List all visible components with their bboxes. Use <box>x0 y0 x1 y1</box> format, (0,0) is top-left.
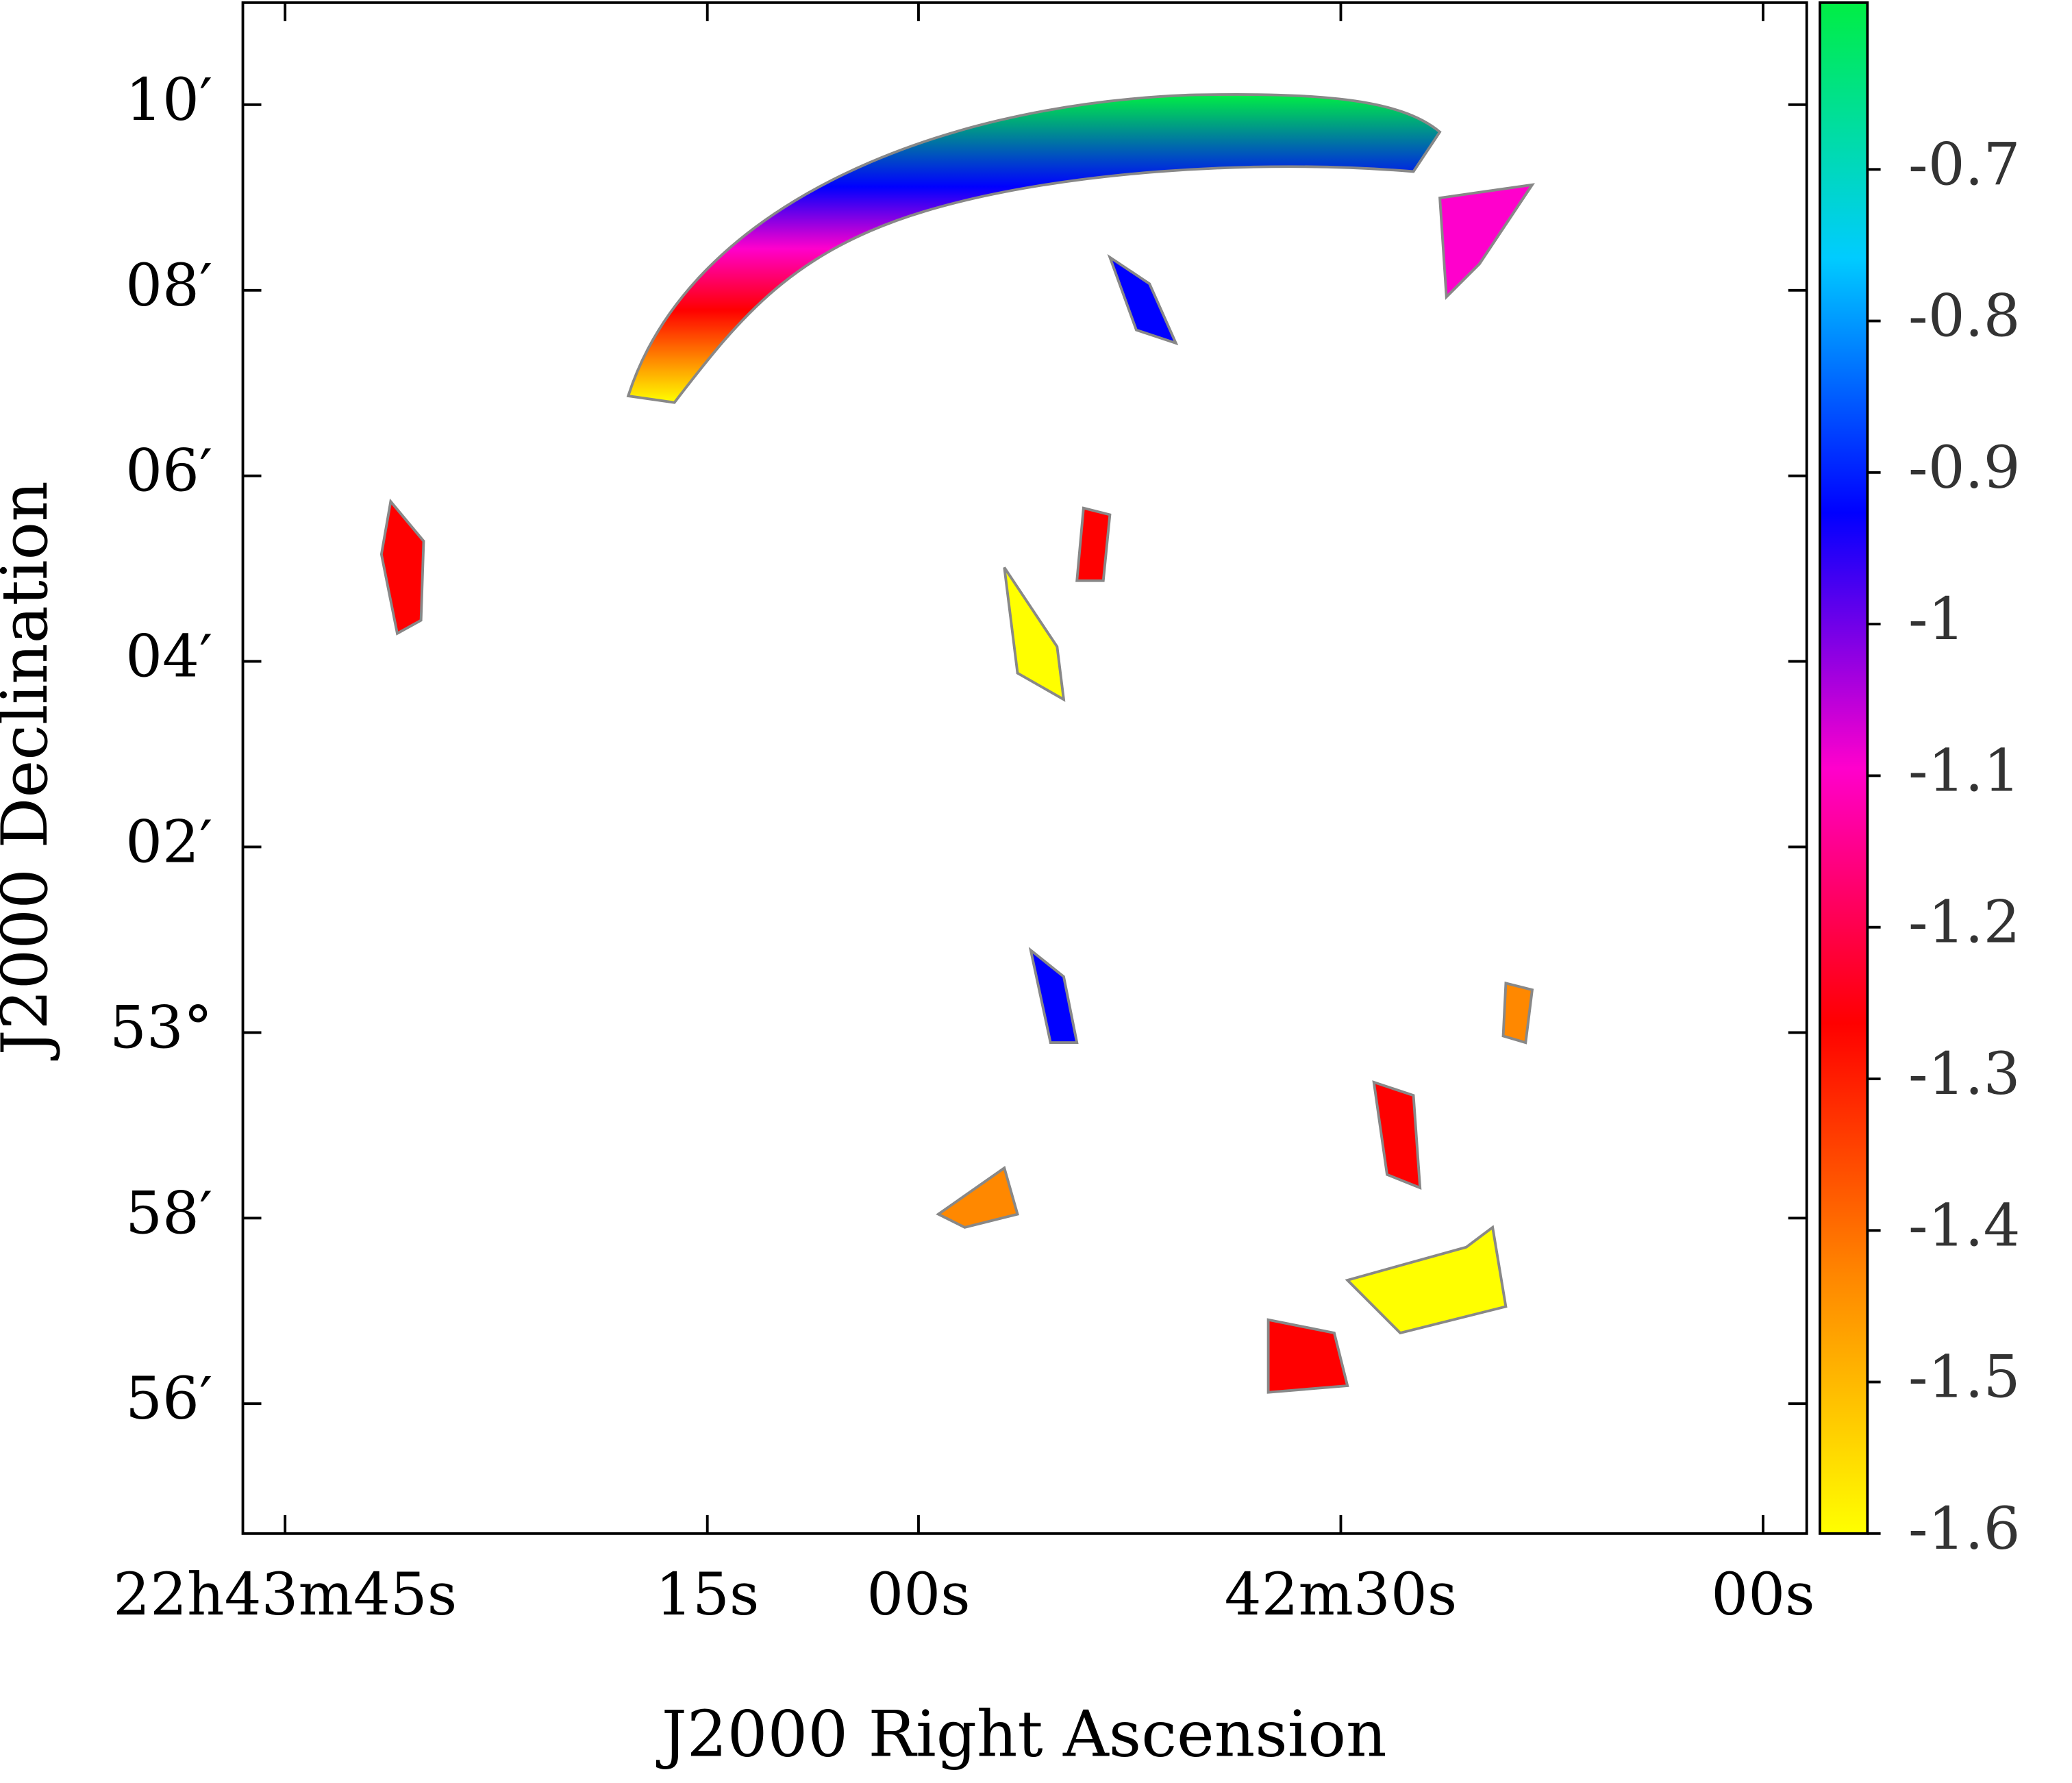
emission <box>379 93 1535 1394</box>
y-tick-label: 08′ <box>125 251 212 319</box>
colorbar-tick-label: -1.2 <box>1908 888 2020 956</box>
y-tick-label: 06′ <box>125 437 212 505</box>
colorbar-tick-label: -1.3 <box>1908 1040 2020 1108</box>
x-tick-label: 00s <box>866 1560 970 1628</box>
colorbar-tick-label: -1.5 <box>1908 1343 2020 1411</box>
y-tick-label: 10′ <box>125 66 212 134</box>
colorbar-tick-label: -0.9 <box>1908 434 2020 501</box>
colorbar-tick-label: -0.7 <box>1908 130 2020 198</box>
y-tick-label: 53° <box>110 993 212 1061</box>
x-tick-label: 22h43m45s <box>113 1560 457 1628</box>
y-tick-label: 58′ <box>125 1179 212 1247</box>
x-tick-label: 15s <box>656 1560 759 1628</box>
colorbar-tick-label: -0.8 <box>1908 282 2020 350</box>
x-tick-label: 00s <box>1711 1560 1814 1628</box>
colorbar-tick-label: -1.1 <box>1908 736 2020 804</box>
y-tick-label: 02′ <box>125 808 212 875</box>
colorbar-tick-label: -1.6 <box>1908 1495 2020 1562</box>
x-tick-label: 42m30s <box>1225 1560 1458 1628</box>
x-axis-label: J2000 Right Ascension <box>656 1697 1387 1771</box>
colorbar <box>1819 1 1869 1535</box>
plot-frame <box>241 1 1808 1535</box>
colorbar-tick-label: -1 <box>1908 585 1965 653</box>
y-tick-label: 56′ <box>125 1364 212 1432</box>
y-axis-label: J2000 Declination <box>0 481 62 1060</box>
y-tick-label: 04′ <box>125 623 212 690</box>
colorbar-tick-label: -1.4 <box>1908 1191 2020 1259</box>
